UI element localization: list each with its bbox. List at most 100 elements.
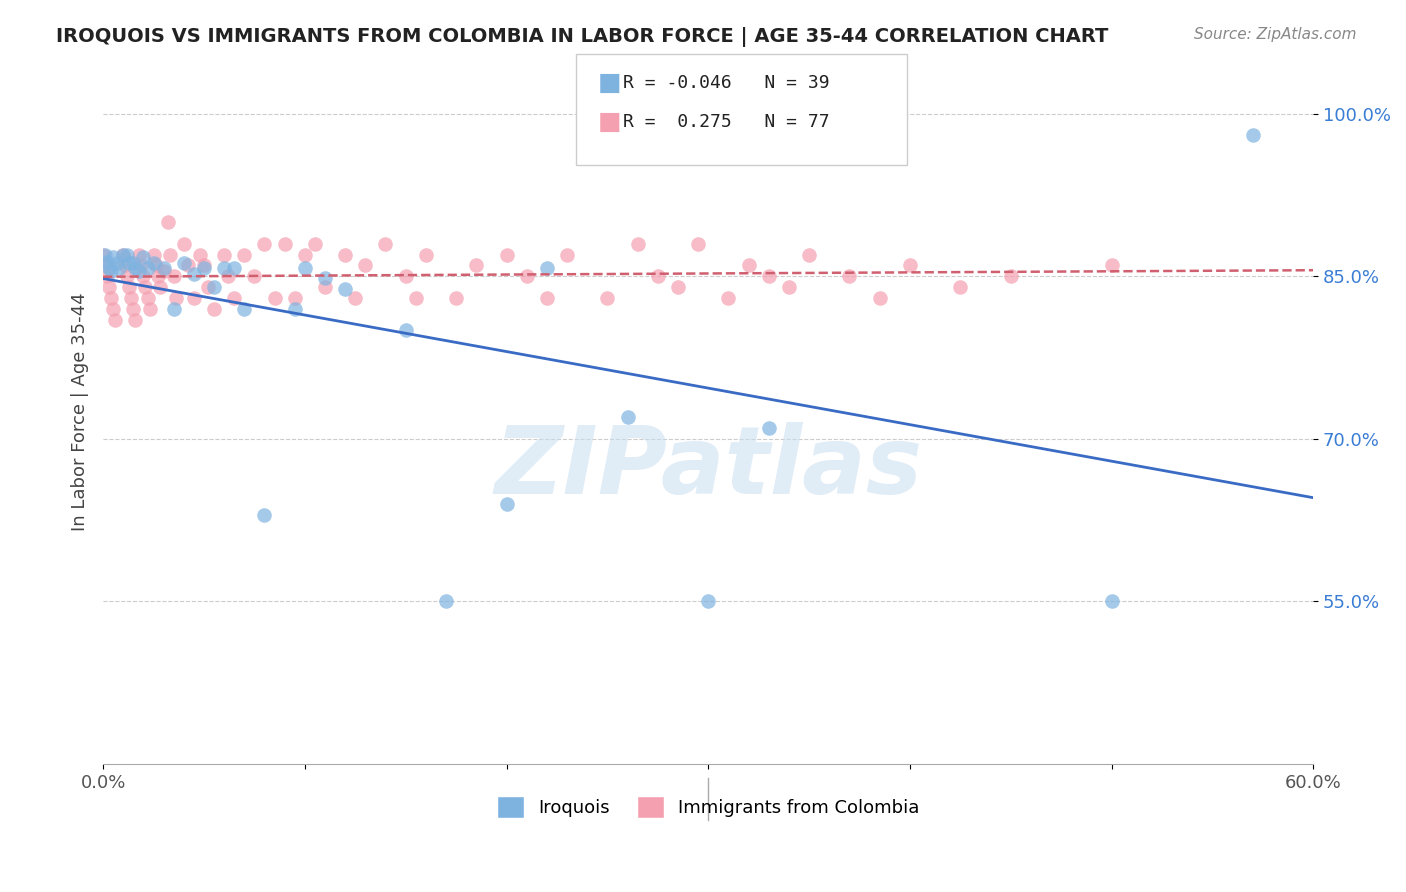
Point xyxy=(177,259,200,273)
Legend: Iroquois, Immigrants from Colombia: Iroquois, Immigrants from Colombia xyxy=(489,789,927,825)
Point xyxy=(294,247,316,261)
Point xyxy=(536,260,558,275)
Point xyxy=(516,269,538,284)
Point xyxy=(159,247,181,261)
Point xyxy=(105,256,128,270)
Text: R =  0.275   N = 77: R = 0.275 N = 77 xyxy=(623,113,830,131)
Point xyxy=(1241,128,1264,143)
Point xyxy=(132,250,155,264)
Point xyxy=(142,247,165,261)
Point xyxy=(253,236,276,251)
Point xyxy=(688,236,710,251)
Point xyxy=(183,291,205,305)
Point xyxy=(374,236,396,251)
Point xyxy=(134,280,156,294)
Point xyxy=(212,260,235,275)
Point xyxy=(224,291,246,305)
Point xyxy=(183,267,205,281)
Point xyxy=(165,291,187,305)
Point xyxy=(898,259,921,273)
Point xyxy=(869,291,891,305)
Point xyxy=(202,280,225,294)
Point xyxy=(173,256,195,270)
Point xyxy=(284,291,307,305)
Point xyxy=(117,247,139,261)
Point xyxy=(405,291,427,305)
Point xyxy=(217,269,239,284)
Point xyxy=(117,269,139,284)
Point xyxy=(112,247,135,261)
Point xyxy=(536,291,558,305)
Point xyxy=(193,259,215,273)
Text: Source: ZipAtlas.com: Source: ZipAtlas.com xyxy=(1194,27,1357,42)
Point xyxy=(152,260,174,275)
Point xyxy=(647,269,669,284)
Point xyxy=(173,236,195,251)
Point xyxy=(395,323,418,337)
Point xyxy=(96,255,118,269)
Point xyxy=(163,301,186,316)
Point xyxy=(114,259,136,273)
Text: ZIPatlas: ZIPatlas xyxy=(494,422,922,514)
Point xyxy=(243,269,266,284)
Point xyxy=(797,247,820,261)
Point xyxy=(495,247,517,261)
Y-axis label: In Labor Force | Age 35-44: In Labor Force | Age 35-44 xyxy=(72,293,89,531)
Point xyxy=(100,264,122,278)
Point xyxy=(156,215,179,229)
Point xyxy=(626,236,648,251)
Point xyxy=(333,247,356,261)
Point xyxy=(949,280,972,294)
Point xyxy=(253,508,276,522)
Point xyxy=(197,280,219,294)
Point xyxy=(103,250,125,264)
Point xyxy=(395,269,418,284)
Point xyxy=(103,301,125,316)
Point xyxy=(233,247,256,261)
Point xyxy=(122,301,145,316)
Point xyxy=(145,259,167,273)
Point xyxy=(132,269,155,284)
Point xyxy=(304,236,326,251)
Point xyxy=(136,260,159,275)
Point xyxy=(120,291,142,305)
Point xyxy=(188,247,211,261)
Point xyxy=(778,280,800,294)
Point xyxy=(294,260,316,275)
Point xyxy=(354,259,377,273)
Point xyxy=(1101,259,1123,273)
Point xyxy=(1000,269,1022,284)
Point xyxy=(263,291,285,305)
Point xyxy=(415,247,437,261)
Point xyxy=(444,291,467,305)
Point xyxy=(758,269,780,284)
Point xyxy=(112,247,135,261)
Point xyxy=(697,594,720,608)
Point xyxy=(91,247,114,261)
Point xyxy=(100,291,122,305)
Point xyxy=(118,256,141,270)
Point xyxy=(193,260,215,275)
Point xyxy=(108,260,131,275)
Point xyxy=(717,291,740,305)
Text: ■: ■ xyxy=(598,71,621,95)
Point xyxy=(124,312,146,326)
Point xyxy=(152,264,174,278)
Point xyxy=(224,260,246,275)
Point xyxy=(146,269,169,284)
Text: ■: ■ xyxy=(598,111,621,134)
Point xyxy=(94,259,117,273)
Point xyxy=(434,594,457,608)
Point xyxy=(314,280,336,294)
Point xyxy=(666,280,689,294)
Point xyxy=(131,259,153,273)
Point xyxy=(118,280,141,294)
Point xyxy=(122,256,145,270)
Point xyxy=(128,264,150,278)
Point xyxy=(495,497,517,511)
Point xyxy=(98,260,121,275)
Point xyxy=(163,269,186,284)
Point xyxy=(138,301,160,316)
Point xyxy=(596,291,619,305)
Point xyxy=(96,269,118,284)
